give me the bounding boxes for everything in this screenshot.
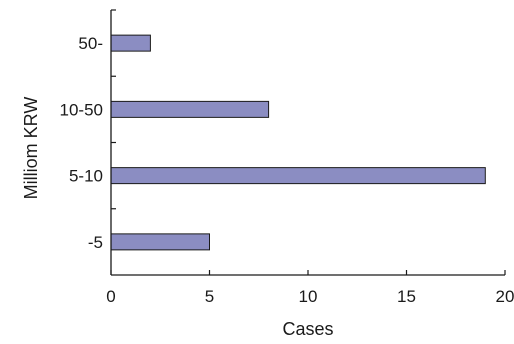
x-tick-label: 20 — [496, 287, 514, 306]
x-tick-label: 5 — [205, 287, 214, 306]
bars-group — [110, 34, 486, 251]
y-ticks-group: -5 5-10 10-50 50- — [60, 9, 116, 252]
y-tick-label: 50- — [78, 34, 103, 53]
x-axis-title: Cases — [282, 319, 333, 339]
bar-50- — [110, 34, 151, 52]
bar-5-10 — [110, 167, 486, 185]
x-tick-label: 10 — [299, 287, 318, 306]
y-tick-label: -5 — [88, 233, 103, 252]
bar-10-50 — [110, 100, 270, 118]
bar--5 — [110, 233, 210, 251]
y-tick-label: 5-10 — [69, 167, 103, 186]
y-tick-label: 10-50 — [60, 100, 103, 119]
y-axis-title: Milliom KRW — [21, 97, 41, 200]
x-ticks-group: 0 5 10 15 20 — [106, 270, 514, 306]
x-tick-label: 0 — [106, 287, 115, 306]
x-tick-label: 15 — [397, 287, 416, 306]
